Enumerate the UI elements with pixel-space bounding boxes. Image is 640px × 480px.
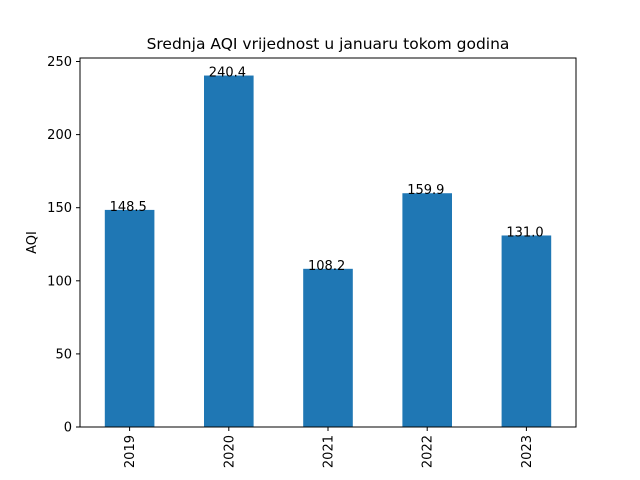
y-tick-label: 0 xyxy=(64,421,72,436)
bar-2021 xyxy=(303,268,353,427)
bar-2019 xyxy=(104,209,155,427)
bar-value-label: 159.9 xyxy=(407,183,444,198)
value-labels-group: 148.5 240.4 108.2 159.9 131.0 xyxy=(110,66,544,274)
x-tick-label: 2023 xyxy=(520,435,535,468)
bar-value-label: 108.2 xyxy=(308,259,345,274)
bar-value-label: 148.5 xyxy=(110,200,147,215)
bars-group xyxy=(104,75,552,427)
x-tick-label: 2019 xyxy=(123,435,138,468)
bar-2022 xyxy=(402,193,452,427)
x-tick-label: 2020 xyxy=(222,435,237,468)
y-tick-label: 100 xyxy=(47,274,72,289)
bar-value-label: 131.0 xyxy=(506,225,543,240)
y-tick-label: 150 xyxy=(47,201,72,216)
x-axis: 2019 2020 2021 2022 2023 xyxy=(123,427,535,468)
bar-2023 xyxy=(501,235,552,427)
bar-value-label: 240.4 xyxy=(209,66,246,81)
x-tick-label: 2022 xyxy=(421,435,436,468)
y-axis: 0 50 100 150 200 250 xyxy=(47,55,80,436)
plot-frame xyxy=(79,57,577,428)
y-tick-label: 200 xyxy=(47,128,72,143)
y-tick-label: 50 xyxy=(55,347,72,362)
y-axis-label: AQI xyxy=(25,231,40,254)
bar-2020 xyxy=(204,75,254,427)
x-tick-label: 2021 xyxy=(322,435,337,468)
y-tick-label: 250 xyxy=(47,55,72,70)
chart-title: Srednja AQI vrijednost u januaru tokom g… xyxy=(147,35,510,53)
